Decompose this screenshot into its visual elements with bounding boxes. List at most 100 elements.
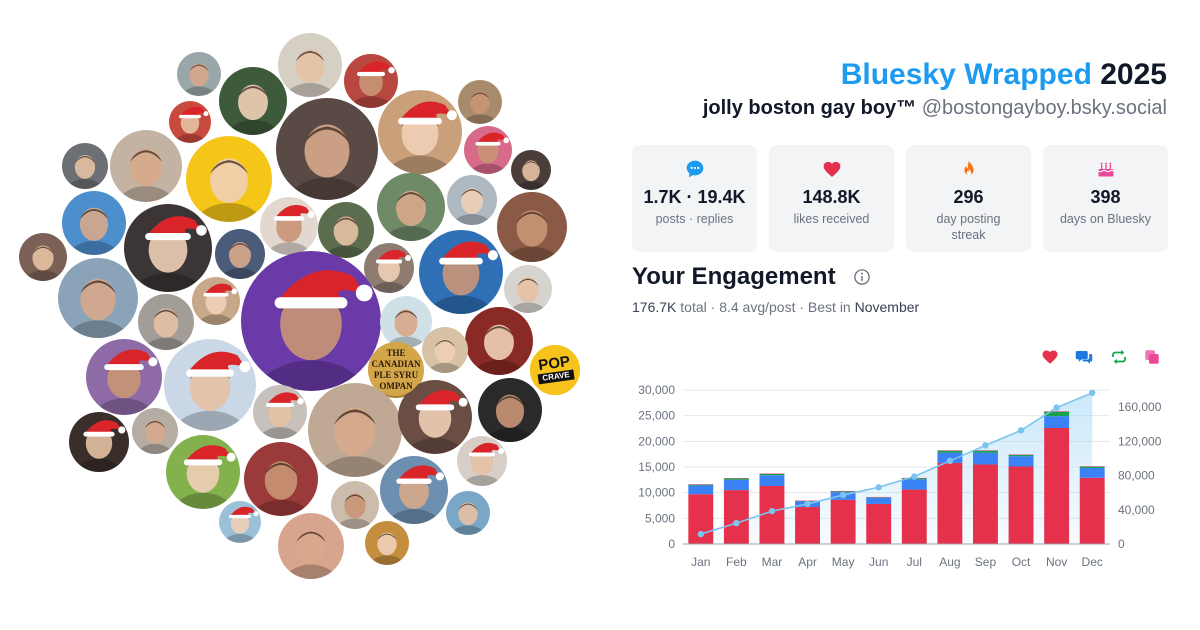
bar-segment: [688, 485, 714, 495]
avatar-image: [451, 188, 493, 225]
avatar-image: [348, 61, 395, 108]
avatar[interactable]: [465, 307, 533, 375]
santa-hat-icon: [358, 61, 392, 74]
avatar[interactable]: [19, 233, 67, 281]
engagement-title: Your Engagement: [632, 263, 836, 290]
bar-segment: [688, 484, 714, 485]
cumulative-point: [911, 473, 918, 480]
stat-value: 296: [953, 187, 984, 207]
cumulative-point: [1017, 427, 1025, 434]
legend-replies-reply-icon[interactable]: [1075, 348, 1093, 366]
avatar[interactable]: [464, 126, 512, 174]
avatar[interactable]: [138, 294, 194, 350]
avatar[interactable]: [241, 251, 381, 391]
santa-hat-icon: [377, 249, 408, 261]
avatar[interactable]: [186, 136, 272, 222]
avatar[interactable]: [164, 339, 256, 431]
santa-hat-icon: [267, 392, 301, 405]
avatar[interactable]: [253, 385, 307, 439]
avatar-image: [172, 106, 209, 143]
avatar-image: [225, 84, 281, 135]
avatar[interactable]: [365, 521, 409, 565]
avatar[interactable]: [377, 173, 445, 241]
avatar-image: [385, 101, 457, 174]
cumulative-point: [768, 507, 776, 515]
legend-likes-heart-icon[interactable]: [1041, 348, 1059, 366]
avatar[interactable]: [422, 327, 468, 373]
avatar-image: [316, 407, 394, 477]
avatar-image: [514, 160, 548, 190]
engagement-best-month: November: [854, 299, 920, 315]
avatar-image: [368, 249, 411, 293]
avatar[interactable]: [166, 435, 240, 509]
avatar[interactable]: [219, 67, 287, 135]
pop-crave-badge[interactable]: POP CRAVE: [530, 345, 580, 395]
avatar[interactable]: [58, 258, 138, 338]
avatar[interactable]: [177, 52, 221, 96]
avatar[interactable]: [215, 229, 265, 279]
bar-segment: [759, 475, 785, 486]
avatar[interactable]: [62, 191, 126, 255]
avatar-image: [257, 392, 304, 439]
avatar[interactable]: [278, 33, 342, 97]
avatar[interactable]: [504, 265, 552, 313]
avatar[interactable]: [378, 90, 462, 174]
legend-quotes-quote-icon[interactable]: [1143, 348, 1161, 366]
avatar[interactable]: [260, 197, 318, 255]
year-title: 2025: [1100, 58, 1167, 91]
avatar[interactable]: [446, 491, 490, 535]
avatar[interactable]: [497, 192, 567, 262]
avatar[interactable]: [278, 513, 344, 579]
avatar[interactable]: [398, 380, 472, 454]
avatar[interactable]: [478, 378, 542, 442]
avatar[interactable]: [86, 339, 162, 415]
avatar[interactable]: [276, 98, 378, 200]
avatar[interactable]: [457, 436, 507, 486]
avatar-image: [66, 154, 104, 189]
avatar[interactable]: [344, 54, 398, 108]
avatar[interactable]: [308, 383, 402, 477]
avatar[interactable]: [419, 230, 503, 314]
avatar-image: [116, 148, 176, 202]
bar-segment: [759, 485, 785, 544]
avatar[interactable]: [318, 202, 374, 258]
avatar[interactable]: [169, 101, 211, 143]
avatar[interactable]: [511, 150, 551, 190]
avatar[interactable]: [132, 408, 178, 454]
bar-segment: [1079, 477, 1105, 544]
y-tick-label: 10,000: [638, 486, 675, 500]
bar-segment: [1044, 411, 1070, 417]
syrup-sign-avatar[interactable]: THE CANADIAN PLE SYRU OMPAN: [370, 344, 422, 396]
santa-hat-icon: [440, 241, 493, 261]
avatar[interactable]: [380, 296, 432, 348]
engagement-total: 176.7K: [632, 299, 677, 315]
x-tick-label: Feb: [726, 555, 747, 569]
santa-hat-icon: [84, 420, 122, 434]
x-tick-label: Jul: [907, 555, 922, 569]
avatar[interactable]: [192, 277, 240, 325]
y-tick-label: 0: [668, 537, 675, 551]
avatar[interactable]: [62, 143, 108, 189]
avatar-image: [172, 445, 236, 509]
avatar[interactable]: [124, 204, 212, 292]
avatar[interactable]: [219, 501, 261, 543]
avatar[interactable]: [331, 481, 379, 529]
stat-label: likes received: [793, 212, 870, 226]
bar-segment: [1079, 468, 1105, 478]
legend-reposts-repost-icon[interactable]: [1110, 348, 1128, 366]
stat-value: 398: [1090, 187, 1121, 207]
info-icon[interactable]: [853, 268, 871, 286]
stat-card-days: 398 days on Bluesky: [1043, 145, 1168, 252]
avatar[interactable]: [69, 412, 129, 472]
bar-segment: [1079, 466, 1105, 469]
avatar[interactable]: [447, 175, 497, 225]
bar-segment: [830, 491, 856, 493]
avatar[interactable]: [458, 80, 502, 124]
avatar-image: [136, 419, 174, 454]
avatar-image: [196, 283, 238, 325]
avatar[interactable]: [244, 442, 318, 516]
avatar[interactable]: [364, 243, 414, 293]
y-tick-label: 5,000: [645, 511, 675, 525]
avatar[interactable]: [110, 130, 182, 202]
avatar[interactable]: [380, 456, 448, 524]
